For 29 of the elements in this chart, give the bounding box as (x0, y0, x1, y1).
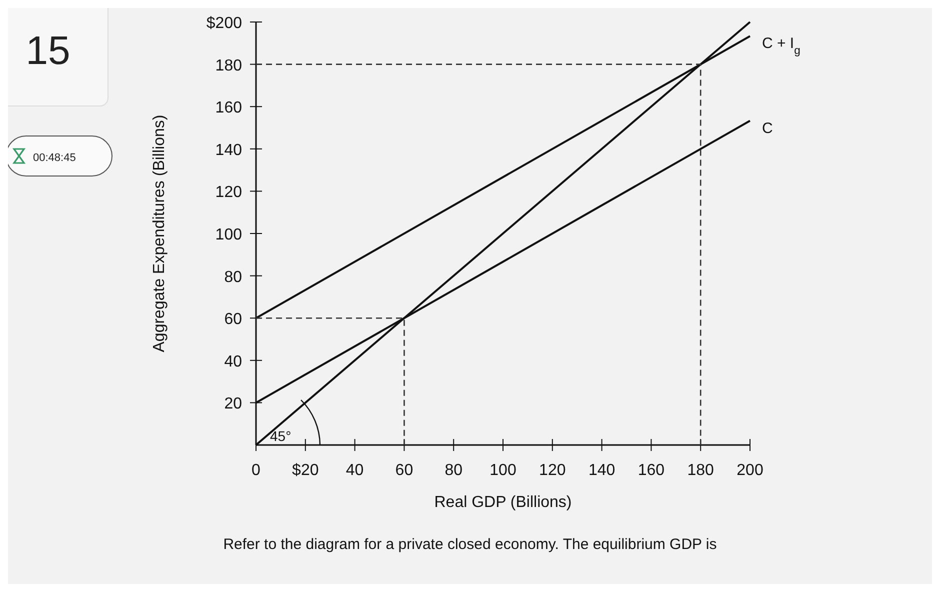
x-tick-label: 160 (638, 462, 665, 479)
x-axis-title: Real GDP (Billions) (434, 494, 572, 511)
y-tick-label: 80 (224, 268, 242, 286)
y-tick-label: 140 (215, 142, 242, 159)
y-tick-label: 160 (215, 100, 242, 117)
series-label: C (762, 120, 773, 137)
x-tick-label: 80 (444, 462, 463, 479)
annotation: 45° (270, 428, 292, 444)
y-tick-label: 100 (215, 226, 242, 244)
x-tick-label: 40 (346, 462, 364, 479)
x-tick-label: 0 (252, 462, 261, 479)
x-tick-label: 60 (395, 462, 414, 479)
text: 00:48:45 (33, 152, 76, 164)
y-tick-label: 20 (224, 396, 242, 413)
x-tick-label: 180 (687, 462, 714, 479)
x-tick-label: 120 (539, 462, 566, 479)
y-axis-title: Aggregate Expenditures (Billions) (151, 114, 168, 352)
x-tick-label: 200 (736, 462, 764, 479)
y-tick-label: $200 (206, 15, 242, 32)
y-tick-label: 180 (215, 57, 242, 74)
text: Refer to the diagram for a private closed economy. The equilibrium GDP is (223, 536, 717, 553)
y-tick-label: 60 (224, 311, 242, 328)
text: 15 (26, 29, 70, 73)
y-tick-label: 40 (224, 353, 242, 370)
series-label: C + I$_{g}$ (762, 35, 800, 58)
y-tick-label: 120 (215, 184, 242, 202)
x-tick-label: 140 (588, 462, 616, 479)
x-tick-label: $20 (292, 462, 319, 479)
x-tick-label: 100 (490, 462, 516, 479)
